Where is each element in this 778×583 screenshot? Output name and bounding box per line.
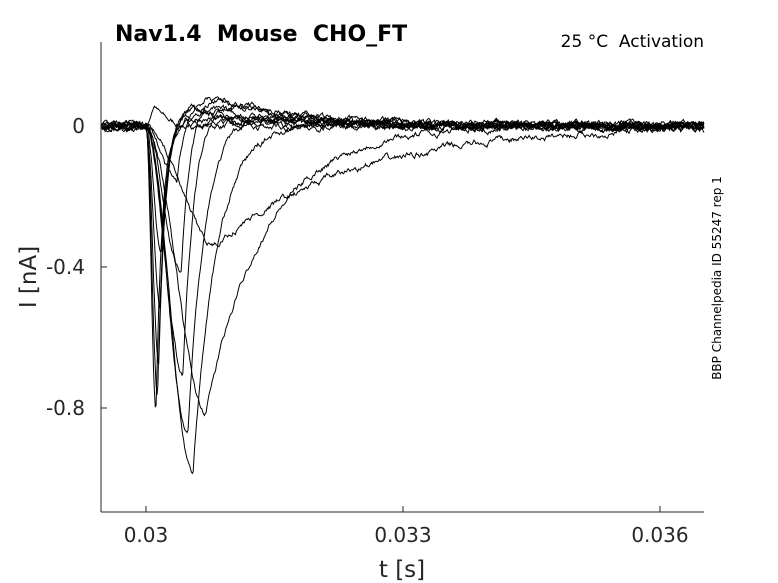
x-tick-label: 0.03 (124, 523, 169, 547)
x-tick-label: 0.033 (374, 523, 431, 547)
traces (100, 96, 705, 475)
y-tick-label: 0 (72, 114, 85, 138)
y-ticks: 0 -0.4 -0.8 (46, 114, 107, 420)
current-trace (100, 119, 705, 248)
x-tick-label: 0.036 (631, 523, 688, 547)
source-label: BBP Channelpedia ID 55247 rep 1 (710, 176, 724, 380)
current-trace (100, 114, 705, 434)
x-ticks: 0.03 0.033 0.036 (124, 506, 689, 547)
current-trace (100, 104, 705, 253)
current-trace (100, 103, 705, 377)
chart-subtitle: 25 °C Activation (561, 32, 704, 52)
current-trace (100, 121, 705, 417)
current-trace (100, 97, 705, 183)
y-tick-label: -0.8 (46, 396, 85, 420)
x-axis-label: t [s] (379, 557, 425, 583)
current-trace (100, 118, 705, 475)
y-axis-label: I [nA] (16, 246, 42, 308)
chart-title: Nav1.4 Mouse CHO_FT (115, 22, 407, 47)
y-tick-label: -0.4 (46, 255, 85, 279)
